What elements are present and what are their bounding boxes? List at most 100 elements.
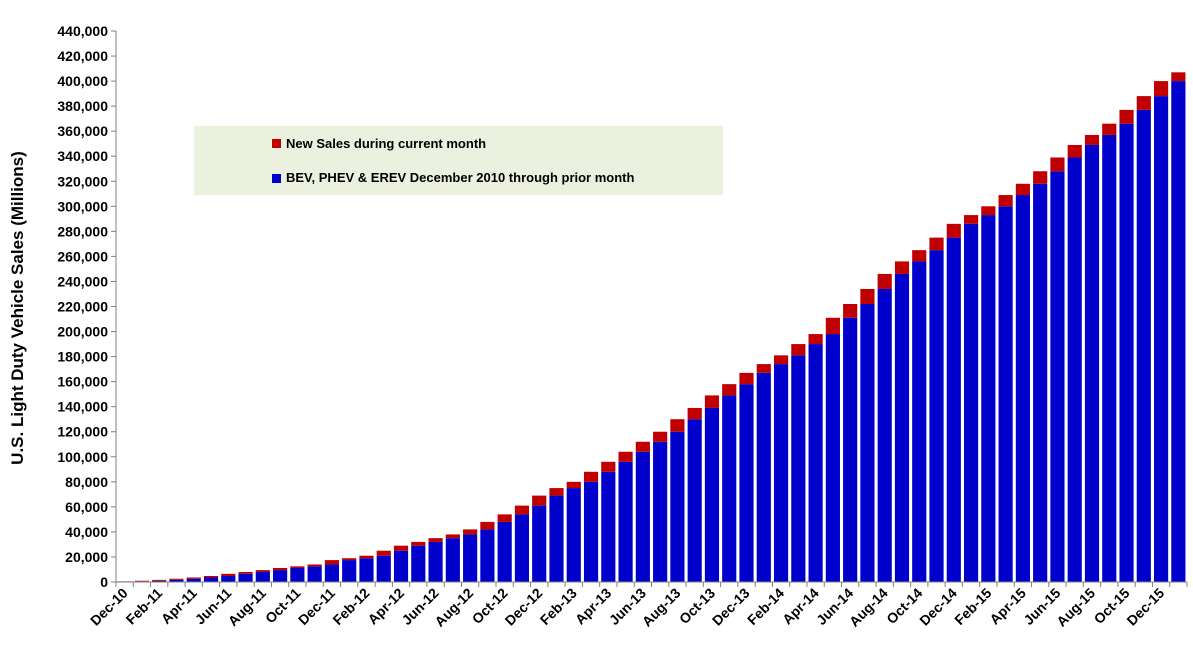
bar-new-sales (186, 577, 201, 579)
bar-new-sales (635, 441, 650, 452)
bar-new-sales (912, 250, 927, 262)
y-axis-label: U.S. Light Duty Vehicle Sales (Millions) (8, 151, 27, 465)
bar-cumulative (290, 567, 305, 582)
bar-cumulative (549, 495, 564, 582)
bar-new-sales (1033, 171, 1048, 184)
bar-cumulative (393, 550, 409, 582)
bars-group (117, 72, 1186, 583)
y-tick-label: 200,000 (57, 324, 108, 340)
bar-new-sales (808, 334, 823, 345)
bar-cumulative (929, 250, 944, 583)
bar-cumulative (773, 364, 789, 582)
bar-cumulative (273, 570, 288, 582)
bar-new-sales (1171, 72, 1186, 82)
legend-label-new-sales: New Sales during current month (286, 136, 486, 151)
y-tick-label: 240,000 (57, 273, 108, 289)
x-ticks-group: Dec-10Feb-11Apr-11Jun-11Aug-11Oct-11Dec-… (87, 582, 1188, 630)
x-tick-label: Feb-14 (744, 585, 787, 628)
bar-cumulative (1171, 81, 1186, 582)
bar-cumulative (877, 288, 892, 582)
x-tick-label: Apr-15 (986, 585, 1029, 628)
x-tick-label: Dec-14 (916, 585, 960, 629)
bar-new-sales (152, 579, 167, 581)
y-tick-label: 160,000 (57, 374, 108, 390)
bar-cumulative (635, 451, 650, 582)
bar-new-sales (463, 529, 478, 535)
bar-new-sales (601, 461, 616, 472)
bar-cumulative (169, 579, 184, 582)
bar-new-sales (1119, 109, 1134, 124)
x-tick-label: Dec-15 (1123, 585, 1167, 629)
bar-new-sales (998, 195, 1013, 207)
bar-new-sales (549, 488, 564, 496)
bar-cumulative (963, 223, 979, 582)
bar-cumulative (670, 431, 685, 582)
legend-swatch-cumulative (272, 174, 281, 183)
bar-new-sales (1154, 81, 1169, 97)
bar-cumulative (324, 564, 340, 582)
bar-new-sales (1084, 134, 1100, 145)
bar-new-sales (963, 215, 979, 224)
y-tick-label: 60,000 (65, 499, 108, 515)
y-tick-label: 340,000 (57, 148, 108, 164)
bar-cumulative (1154, 96, 1169, 583)
bar-cumulative (152, 580, 167, 582)
bar-new-sales (981, 206, 996, 216)
bar-new-sales (480, 521, 495, 530)
bar-cumulative (428, 541, 443, 582)
bar-new-sales (307, 564, 322, 567)
bar-new-sales (203, 575, 219, 578)
bar-cumulative (756, 372, 771, 582)
x-tick-label: Aug-14 (846, 585, 891, 630)
legend-swatch-new-sales (272, 139, 281, 148)
bar-cumulative (998, 206, 1013, 582)
bar-new-sales (894, 261, 910, 274)
y-tick-label: 300,000 (57, 198, 108, 214)
bar-cumulative (843, 317, 858, 582)
bar-new-sales (670, 419, 685, 432)
bar-cumulative (514, 514, 530, 582)
bar-cumulative (221, 575, 236, 582)
bar-new-sales (273, 567, 288, 571)
bar-new-sales (445, 534, 460, 539)
y-tick-label: 320,000 (57, 173, 108, 189)
bar-new-sales (566, 481, 581, 489)
y-tick-label: 220,000 (57, 299, 108, 315)
bar-cumulative (203, 577, 219, 582)
bar-new-sales (428, 538, 443, 542)
bar-cumulative (860, 303, 875, 582)
x-tick-label: Feb-13 (537, 585, 580, 628)
bar-new-sales (1136, 96, 1151, 110)
bar-new-sales (843, 303, 858, 318)
legend-box (194, 126, 723, 195)
y-tick-label: 400,000 (57, 73, 108, 89)
bar-new-sales (860, 288, 875, 304)
bar-new-sales (756, 364, 771, 373)
y-ticks-group: 0 20,000 40,000 60,000 80,000 100,000 120,000 1… (57, 23, 116, 590)
bar-new-sales (1067, 144, 1082, 158)
bar-cumulative (946, 237, 961, 582)
bar-new-sales (290, 566, 305, 568)
x-tick-label: Aug-15 (1053, 585, 1098, 630)
bar-new-sales (376, 550, 391, 556)
x-tick-label: Apr-13 (572, 585, 615, 628)
x-tick-label: Aug-11 (225, 585, 269, 629)
bar-cumulative (601, 471, 616, 582)
bar-new-sales (497, 514, 512, 522)
x-tick-label: Dec-11 (295, 585, 338, 628)
bar-cumulative (704, 407, 720, 582)
bar-new-sales (773, 355, 789, 365)
y-tick-label: 180,000 (57, 349, 108, 365)
bar-cumulative (1067, 157, 1082, 582)
bar-cumulative (238, 573, 253, 582)
bar-new-sales (687, 407, 702, 420)
y-tick-label: 40,000 (65, 524, 108, 540)
bar-cumulative (1136, 109, 1151, 582)
bar-new-sales (722, 384, 737, 396)
bar-new-sales (704, 395, 720, 408)
x-tick-label: Dec-13 (709, 585, 753, 629)
x-tick-label: Aug-12 (431, 585, 476, 630)
bar-new-sales (618, 451, 633, 462)
bar-cumulative (1102, 134, 1117, 582)
